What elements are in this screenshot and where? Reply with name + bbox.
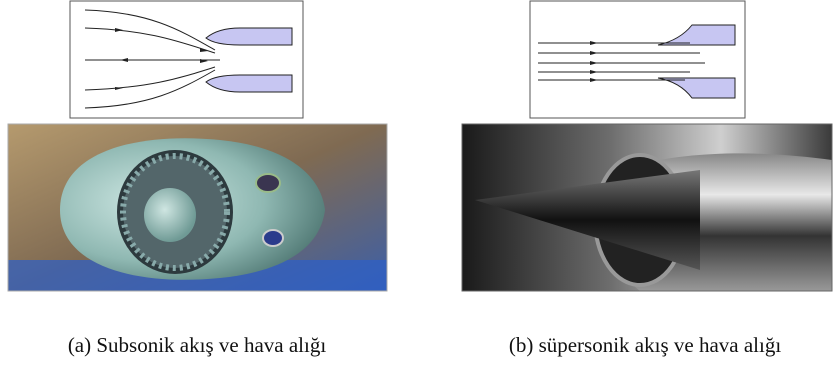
figure: (a) Subsonik akış ve hava alığı (b) süpe… <box>0 0 833 374</box>
supersonic-photo <box>462 124 832 291</box>
caption: (a) Subsonik akış ve hava alığı <box>68 333 327 357</box>
subsonic-photo <box>8 124 387 291</box>
supersonic-diagram <box>530 1 745 118</box>
caption: (b) süpersonik akış ve hava alığı <box>509 333 782 357</box>
subsonic-diagram <box>70 1 303 118</box>
